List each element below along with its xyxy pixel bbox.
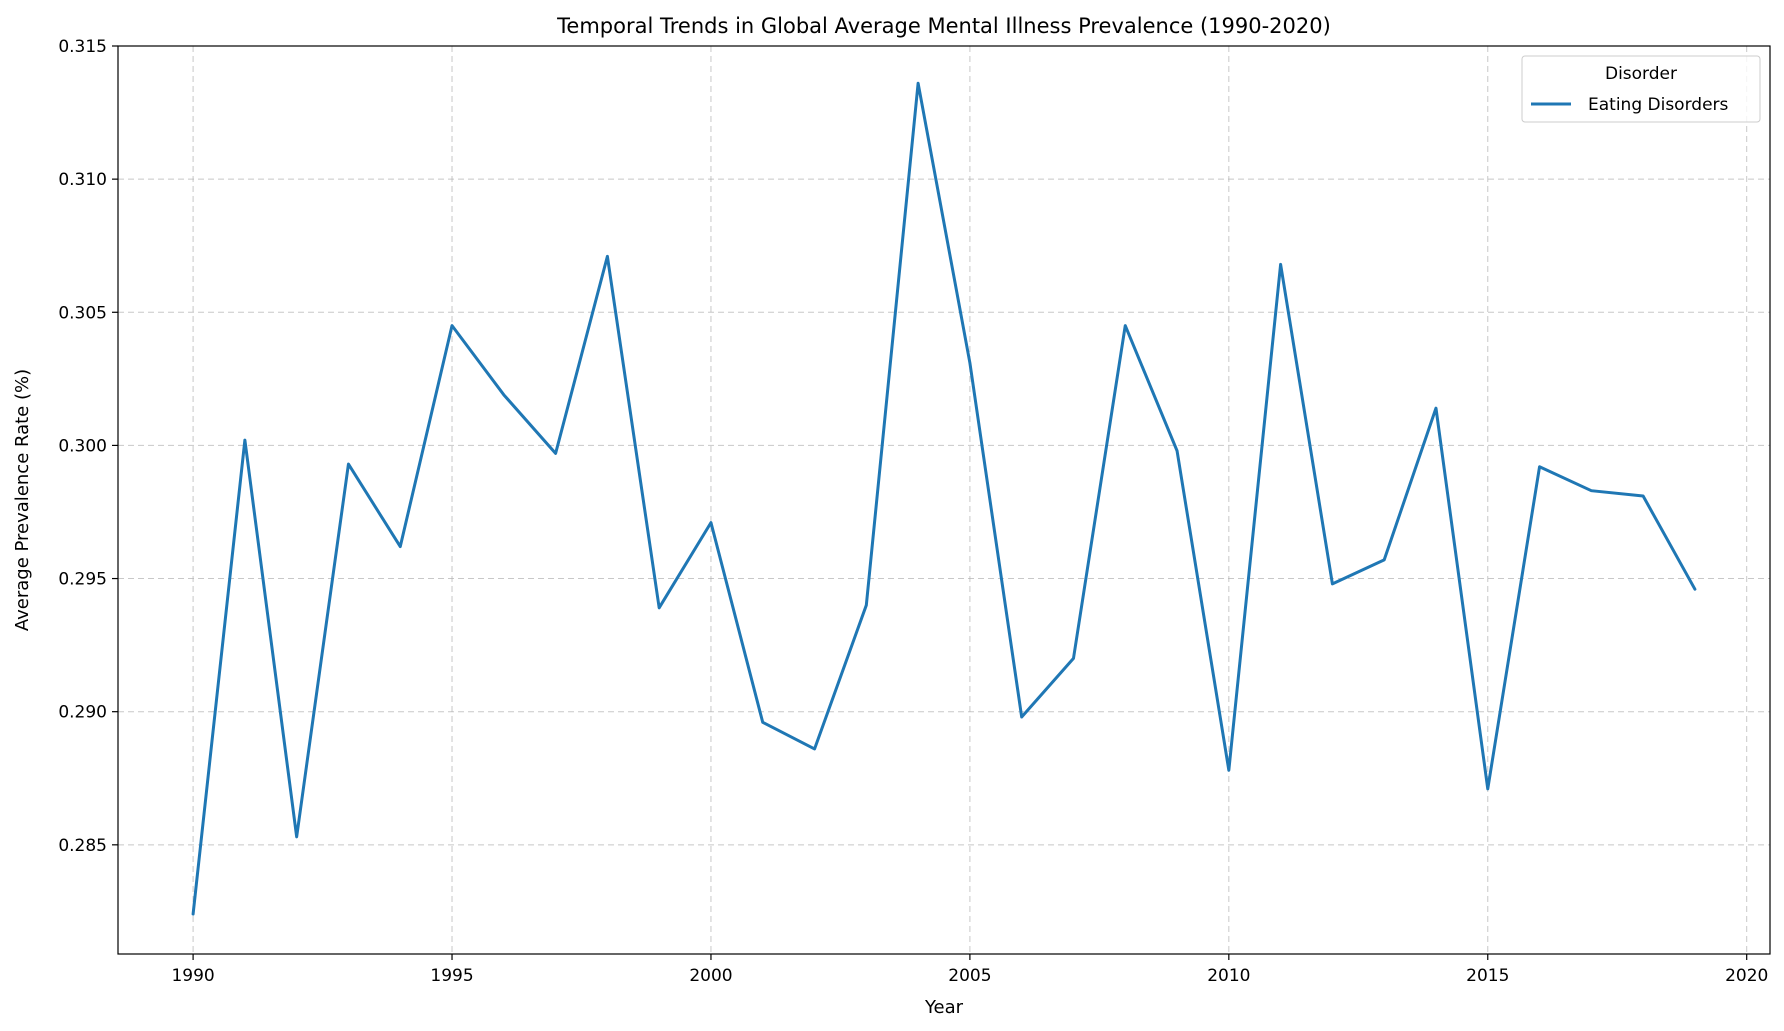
data-point [1176,449,1179,452]
data-point [1486,787,1489,790]
data-point [1020,716,1023,719]
data-point [658,606,661,609]
data-point [295,835,298,838]
legend-box [1521,55,1761,123]
data-point [192,913,195,916]
y-tick-label: 0.300 [58,436,107,456]
data-point [1124,324,1127,327]
y-tick-label: 0.295 [58,570,107,590]
x-tick-label: 1995 [430,966,473,986]
data-point [399,545,402,548]
plot-frame [117,45,1771,955]
x-tick-label: 2010 [1207,966,1250,986]
legend-title: Disorder [1605,64,1677,84]
data-point [813,747,816,750]
data-point [865,604,868,607]
y-tick-label: 0.285 [58,836,107,856]
x-tick-label: 1990 [171,966,214,986]
data-point [1227,769,1230,772]
data-point [1434,407,1437,410]
axis-ticks: 1990 1995 2000 2005 2010 2015 2020 0.285 0.290 0.… [58,37,1768,986]
x-tick-label: 2005 [948,966,991,986]
data-point [451,324,454,327]
x-axis-label: Year [924,997,964,1018]
data-point [968,361,971,364]
series-line-eating-disorders [191,81,1697,916]
data-point [243,439,246,442]
data-point [917,82,920,85]
data-point [1383,558,1386,561]
y-axis-label: Average Prevalence Rate (%) [12,369,33,631]
series-layer [191,81,1697,916]
data-point [1590,489,1593,492]
data-point [1279,263,1282,266]
y-tick-label: 0.315 [58,37,107,57]
data-point [1693,588,1696,591]
data-point [709,521,712,524]
data-point [1538,465,1541,468]
data-point [1642,495,1645,498]
legend: Disorder Eating Disorders [1521,55,1761,123]
y-tick-label: 0.305 [58,303,107,323]
data-point [606,255,609,258]
x-tick-label: 2015 [1466,966,1509,986]
x-tick-label: 2000 [689,966,732,986]
data-point [1331,582,1334,585]
x-tick-label: 2020 [1725,966,1768,986]
data-point [554,452,557,455]
data-point [347,463,350,466]
data-point [1072,657,1075,660]
data-point [761,721,764,724]
data-point [502,393,505,396]
chart-title: Temporal Trends in Global Average Mental… [556,14,1331,38]
y-tick-label: 0.290 [58,703,107,723]
legend-label-eating-disorders: Eating Disorders [1588,95,1729,115]
y-tick-label: 0.310 [58,170,107,190]
